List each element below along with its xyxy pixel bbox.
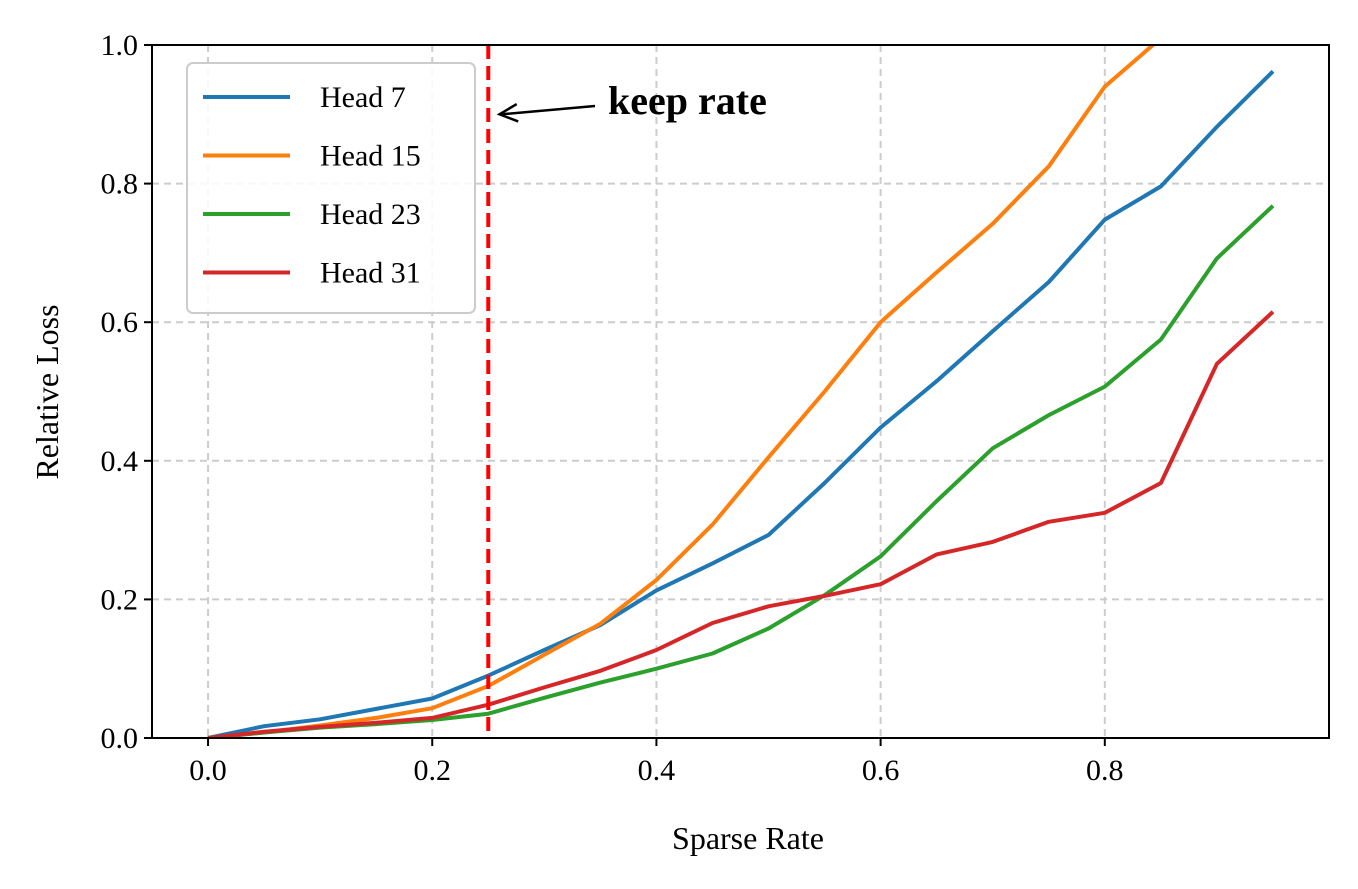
legend-label: Head 15 <box>320 140 421 173</box>
y-tick-label: 0.8 <box>101 168 139 201</box>
series-layer <box>207 45 1275 738</box>
y-tick-label: 1.0 <box>101 29 139 62</box>
ticks: 0.0 0.2 0.4 0.6 0.8 0.0 0.2 0.4 0.6 0.8 1.0 <box>101 29 1124 787</box>
y-tick-label: 0.0 <box>101 722 139 755</box>
y-axis-label: Relative Loss <box>29 304 65 479</box>
x-tick-label: 0.2 <box>413 754 451 787</box>
series-line-head-15 <box>207 45 1156 738</box>
x-tick-label: 0.6 <box>862 754 900 787</box>
legend-box <box>186 62 476 314</box>
annotation-arrow <box>501 104 596 116</box>
plot-frame <box>151 44 1330 739</box>
y-tick-label: 0.2 <box>101 583 139 616</box>
legend-label: Head 7 <box>320 81 406 114</box>
x-tick-label: 0.4 <box>638 754 676 787</box>
series-line-head-7 <box>207 69 1275 738</box>
y-tick-label: 0.6 <box>101 306 139 339</box>
x-tick-label: 0.8 <box>1086 754 1124 787</box>
annotation-text: keep rate <box>608 78 767 123</box>
y-tick-label: 0.4 <box>101 445 139 478</box>
legend-label: Head 23 <box>320 198 421 231</box>
annotation-arrowhead <box>496 103 519 123</box>
legend: Head 7 Head 15 Head 23 Head 31 <box>186 62 476 314</box>
series-line-head-31 <box>207 310 1275 738</box>
keep-rate-annotation: keep rate <box>496 78 767 123</box>
legend-label: Head 31 <box>320 257 421 290</box>
x-axis-label: Sparse Rate <box>672 820 824 856</box>
x-tick-label: 0.0 <box>189 754 227 787</box>
